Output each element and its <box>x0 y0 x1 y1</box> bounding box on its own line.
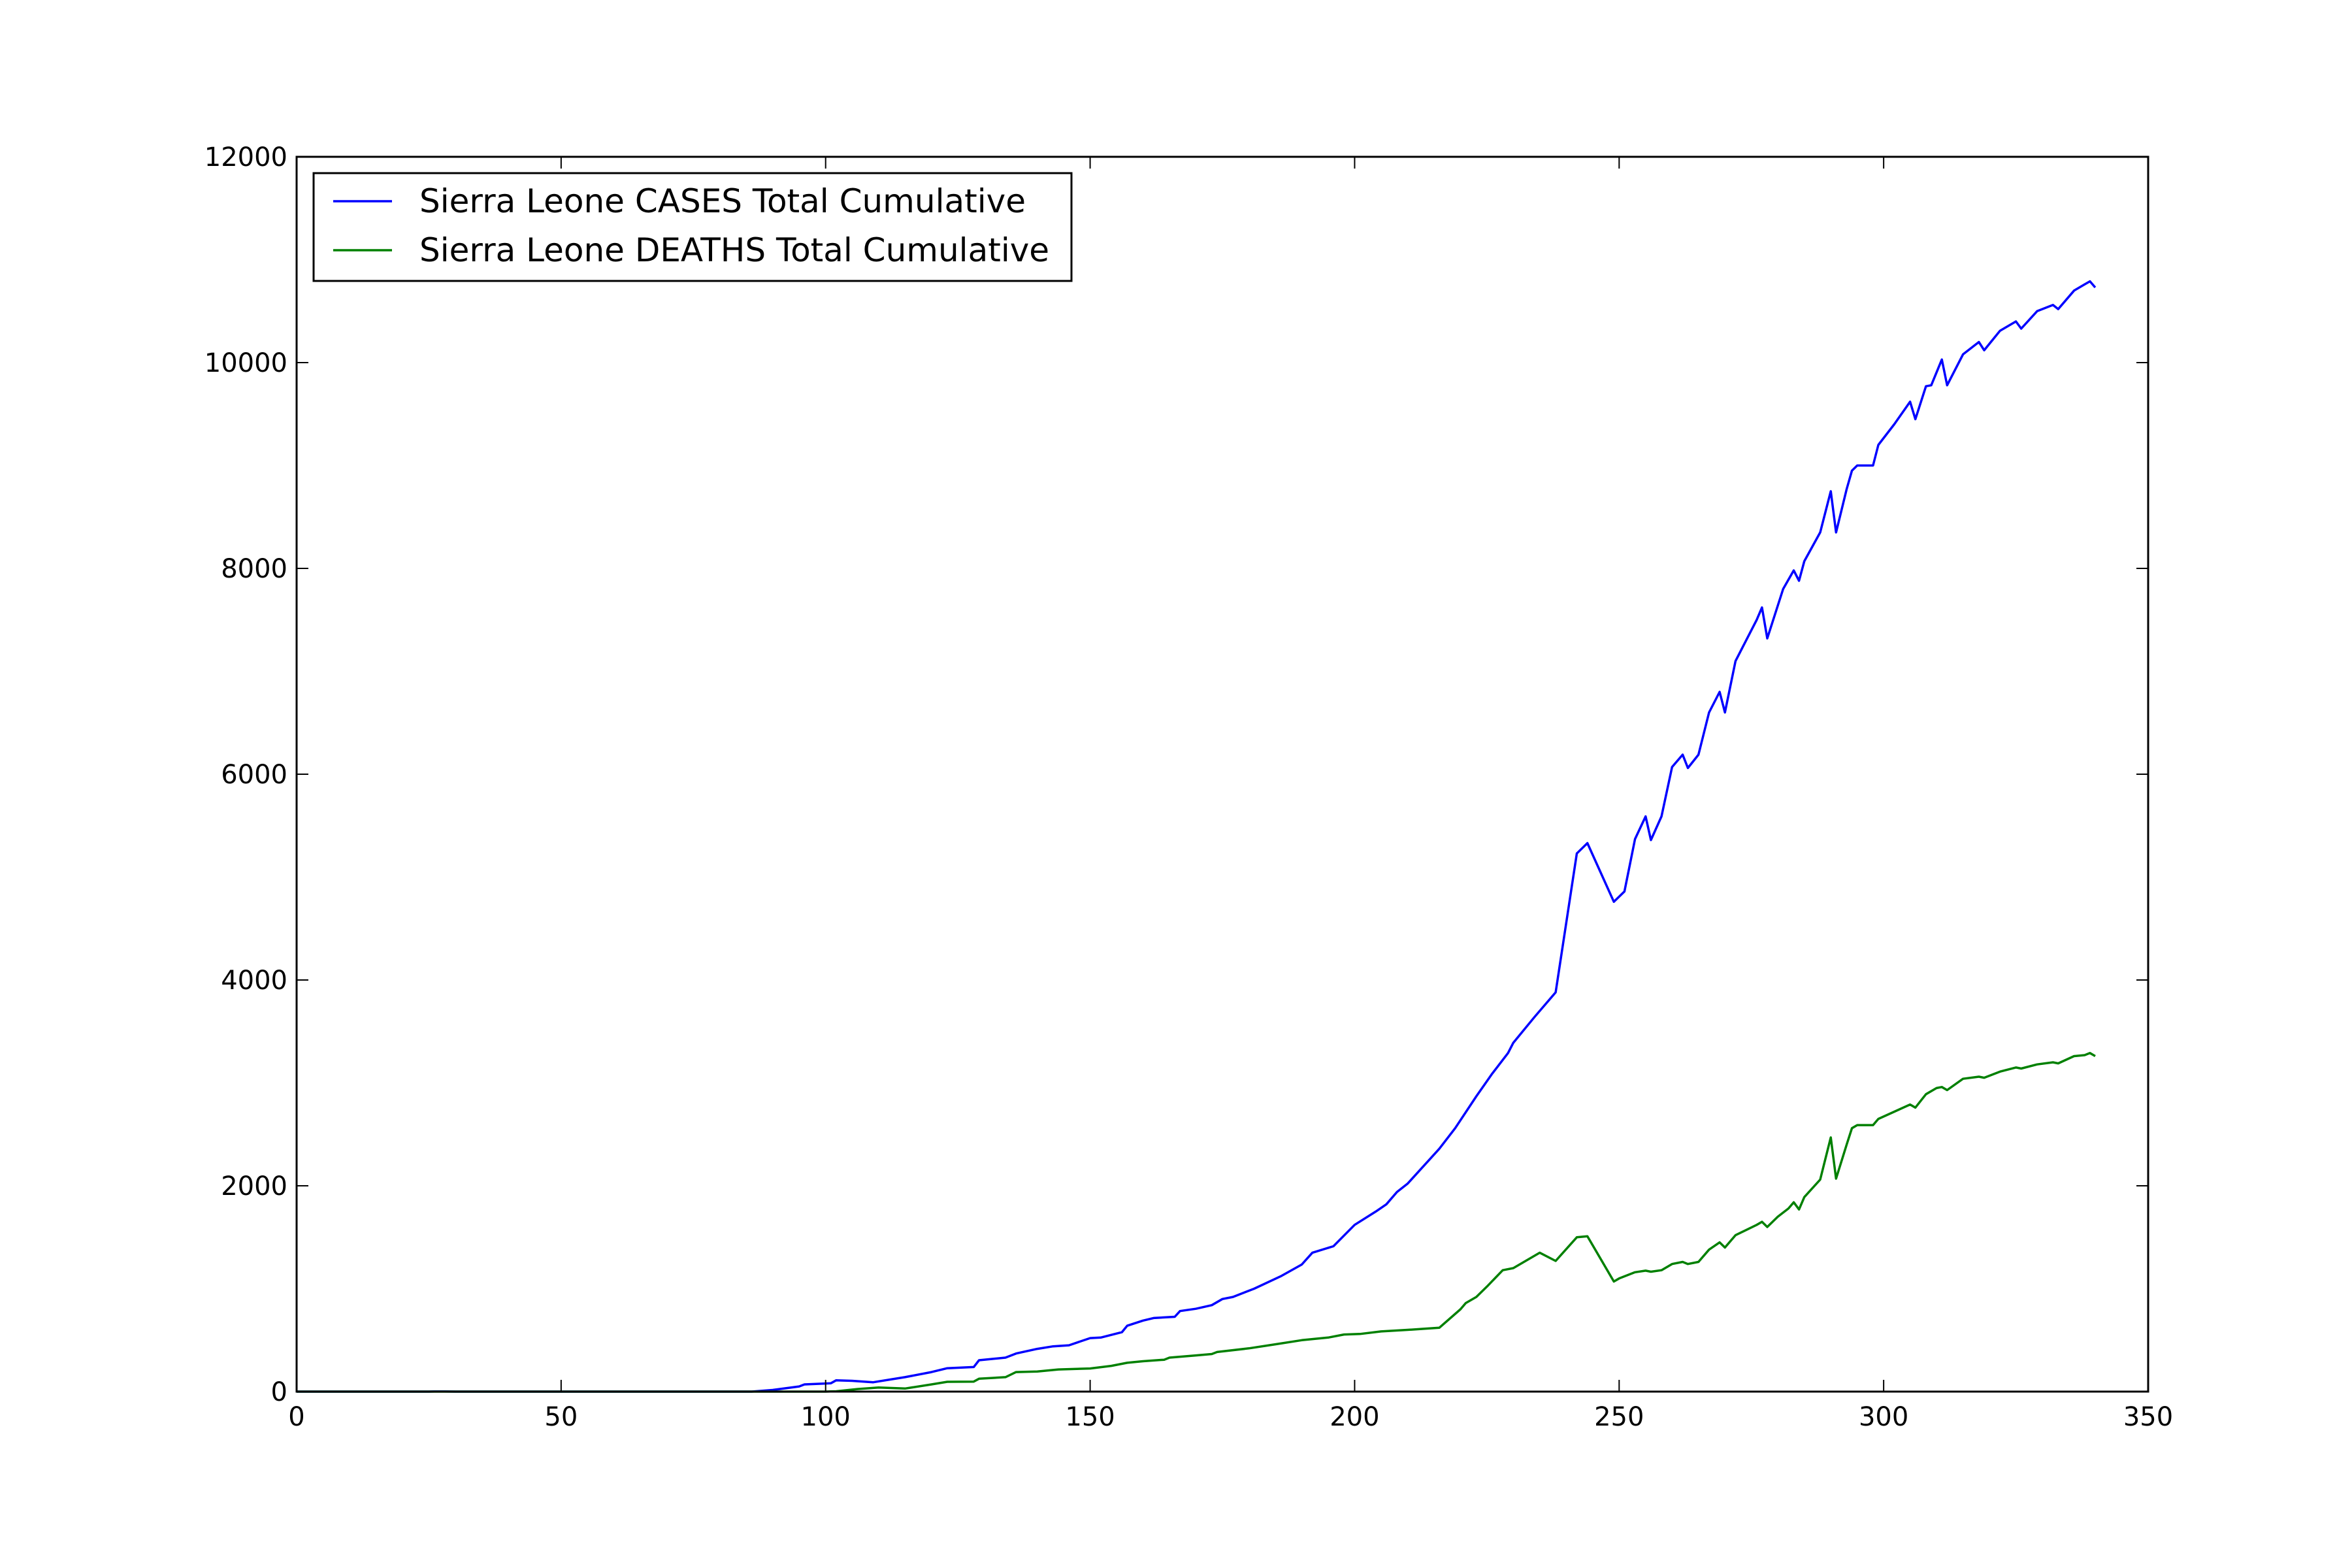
x-tick-label: 250 <box>1594 1402 1644 1432</box>
y-tick-label: 12000 <box>204 142 287 172</box>
y-tick-label: 0 <box>271 1377 287 1407</box>
x-tick-label: 300 <box>1859 1402 1908 1432</box>
legend: Sierra Leone CASES Total Cumulative Sierr… <box>312 172 1073 282</box>
y-tick-label: 8000 <box>221 554 287 584</box>
x-tick-label: 100 <box>801 1402 851 1432</box>
y-tick-label: 4000 <box>221 966 287 996</box>
series-line-deaths <box>297 1052 2096 1393</box>
y-tick-label: 6000 <box>221 760 287 790</box>
x-tick-label: 200 <box>1330 1402 1379 1432</box>
y-tick-label: 10000 <box>204 348 287 378</box>
legend-box <box>312 172 1073 282</box>
x-tick-label: 0 <box>288 1402 304 1432</box>
x-tick-label: 50 <box>544 1402 578 1432</box>
series-layer <box>297 280 2097 1393</box>
series-line-cases <box>297 280 2097 1393</box>
legend-label-cases: Sierra Leone CASES Total Cumulative <box>419 182 1026 220</box>
x-tick-label: 150 <box>1065 1402 1115 1432</box>
y-tick-label: 2000 <box>221 1171 287 1201</box>
x-tick-label: 350 <box>2123 1402 2173 1432</box>
ticks-layer: 0 50 100 150 200 250 300 350 0 2000 4000 6000 8000 10… <box>204 142 2173 1432</box>
legend-label-deaths: Sierra Leone DEATHS Total Cumulative <box>419 231 1049 269</box>
